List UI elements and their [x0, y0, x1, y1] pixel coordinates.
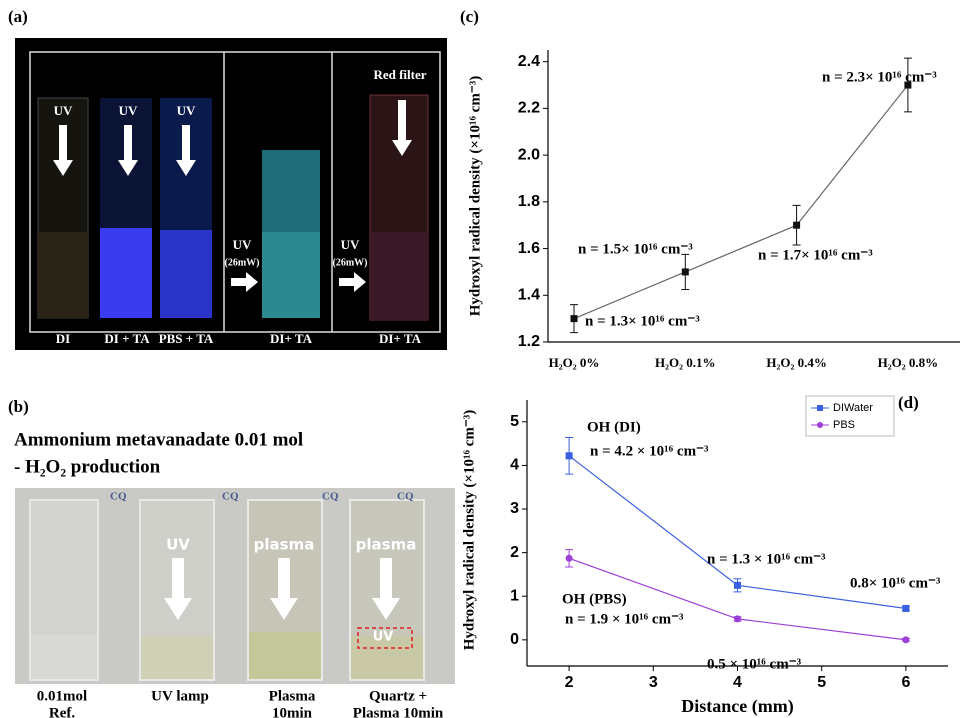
- uv-label: UV: [119, 103, 138, 118]
- panel-label: (c): [460, 7, 479, 26]
- y-tick-label: 1.6: [518, 240, 540, 257]
- point: [681, 268, 689, 276]
- liquid: [262, 232, 320, 318]
- uv-label: UV: [233, 237, 252, 252]
- cq-labels: CQ CQ CQ CQ: [110, 491, 414, 503]
- panel-label: (d): [898, 393, 919, 412]
- liquid: [160, 230, 212, 318]
- point: [565, 554, 573, 562]
- liquids: [31, 632, 423, 679]
- uv-label: UV: [177, 103, 196, 118]
- x-tick-label: H₂O₂ 0.4%: [766, 355, 827, 370]
- point: [902, 636, 910, 644]
- y-tick-label: 2.0: [518, 146, 540, 163]
- arrows: [164, 558, 400, 620]
- filter-label: Red filter: [373, 67, 426, 82]
- annotation: 0.8× 10¹⁶ cm⁻³: [850, 575, 941, 591]
- x-tick-label: 3: [649, 674, 658, 691]
- power-label: (26mW): [333, 257, 368, 268]
- y-axis-label: Hydroxyl radical density (×10¹⁶ cm⁻³): [467, 76, 483, 317]
- caption: DI+ TA: [270, 331, 313, 346]
- y-tick-label: 4: [510, 457, 519, 474]
- y-tick-label: 2.4: [518, 53, 540, 70]
- liquid: [370, 232, 428, 320]
- panel-label: (a): [8, 7, 28, 26]
- caption: UV lamp: [151, 688, 209, 704]
- point: [793, 221, 801, 229]
- point: [565, 452, 573, 460]
- caption: Quartz +: [369, 688, 427, 704]
- y-tick-label: 5: [510, 413, 519, 430]
- caption: 10min: [272, 705, 313, 718]
- annotation: n = 2.3× 10¹⁶ cm⁻³: [822, 69, 937, 85]
- caption: Ref.: [49, 705, 75, 718]
- annotation: n = 1.9 × 10¹⁶ cm⁻³: [565, 611, 684, 627]
- cq-label: CQ: [322, 491, 339, 503]
- point: [734, 581, 741, 589]
- point: [570, 315, 578, 323]
- y-tick-label: 2: [510, 544, 519, 561]
- cq-label: CQ: [110, 491, 127, 503]
- vial-label: UV: [166, 536, 190, 554]
- caption: PBS + TA: [159, 331, 214, 346]
- x-tick-label: 2: [565, 674, 574, 691]
- annotation: n = 4.2 × 10¹⁶ cm⁻³: [590, 443, 709, 459]
- caption: DI+ TA: [379, 331, 422, 346]
- cq-label: CQ: [397, 491, 414, 503]
- frame: [29, 51, 441, 333]
- y-tick-label: 1.2: [518, 333, 540, 350]
- annotation: n = 1.5× 10¹⁶ cm⁻³: [578, 241, 693, 257]
- uv-label: UV: [54, 103, 73, 118]
- panel-title: Ammonium metavanadate 0.01 mol: [14, 429, 303, 450]
- x-axis-label: Distance (mm): [681, 696, 793, 717]
- y-tick-label: 1: [510, 587, 519, 604]
- legend-marker: [817, 422, 823, 428]
- series-line: [573, 84, 909, 320]
- annotation: OH (DI): [587, 419, 641, 435]
- uv-label: UV: [341, 237, 360, 252]
- legend-label: PBS: [833, 419, 855, 431]
- highlight-box: [357, 627, 413, 649]
- cq-label: CQ: [222, 491, 239, 503]
- caption: DI + TA: [104, 331, 150, 346]
- x-tick-label: H₂O₂ 0%: [549, 355, 600, 370]
- vial-label: UV: [373, 630, 394, 645]
- x-tick-label: 6: [901, 674, 910, 691]
- caption: Plasma 10min: [353, 705, 444, 718]
- y-axis-label: Hydroxyl radical density (×10¹⁶ cm⁻³): [461, 410, 477, 651]
- annotation: n = 1.3× 10¹⁶ cm⁻³: [585, 313, 700, 329]
- x-tick-label: 5: [817, 674, 826, 691]
- y-tick-label: 0: [510, 631, 519, 648]
- x-tick-label: 4: [733, 674, 742, 691]
- arrows: [53, 100, 412, 292]
- x-tick-label: H₂O₂ 0.1%: [655, 355, 716, 370]
- liquid: [38, 232, 88, 318]
- power-label: (26mW): [225, 257, 260, 268]
- legend-marker: [817, 405, 823, 411]
- y-tick-label: 3: [510, 500, 519, 517]
- legend-box: [805, 395, 895, 437]
- caption: DI: [56, 331, 70, 346]
- point: [902, 604, 910, 612]
- y-tick-label: 1.4: [518, 286, 540, 303]
- annotation: OH (PBS): [562, 591, 627, 607]
- annotation: n = 1.7× 10¹⁶ cm⁻³: [758, 247, 873, 263]
- vial-label: plasma: [254, 536, 315, 554]
- point: [734, 615, 741, 623]
- legend-label: DIWater: [833, 402, 873, 414]
- y-tick-label: 2.2: [518, 100, 540, 117]
- caption: 0.01mol: [37, 688, 87, 704]
- y-tick-label: 1.8: [518, 193, 540, 210]
- panel-subtitle: - H₂O₂ production: [14, 456, 161, 477]
- liquid: [100, 228, 152, 318]
- caption: Plasma: [269, 688, 316, 704]
- annotation: 0.5 × 10¹⁶ cm⁻³: [707, 656, 802, 672]
- panel-label: (b): [8, 397, 29, 416]
- annotation: n = 1.3 × 10¹⁶ cm⁻³: [707, 551, 826, 567]
- vial-label: plasma: [356, 536, 417, 554]
- x-tick-label: H₂O₂ 0.8%: [878, 355, 939, 370]
- point: [904, 81, 912, 89]
